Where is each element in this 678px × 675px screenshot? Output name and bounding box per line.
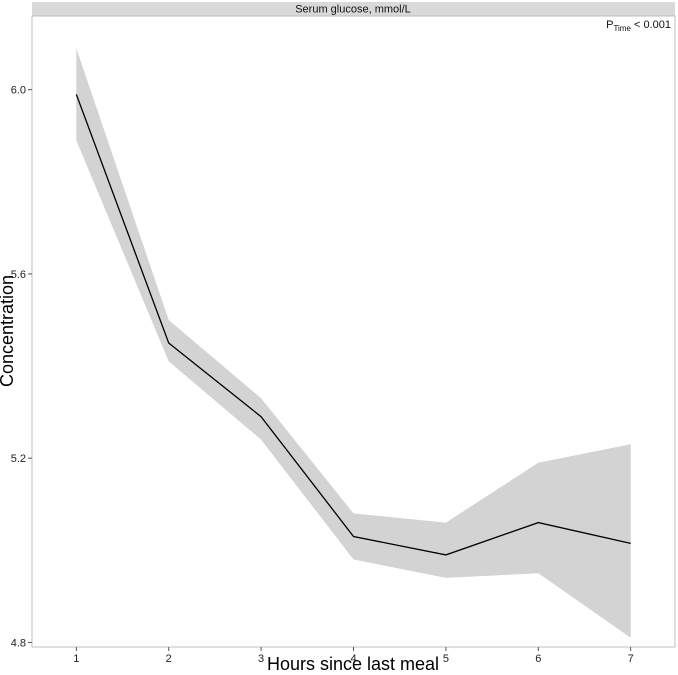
x-tick-label: 2 — [166, 653, 172, 665]
facet-title: Serum glucose, mmol/L — [295, 4, 411, 16]
x-tick-label: 7 — [628, 653, 634, 665]
x-tick-label: 3 — [258, 653, 264, 665]
x-tick-label: 4 — [350, 653, 356, 665]
y-tick-label: 5.2 — [11, 453, 26, 465]
p-value-text: < 0.001 — [631, 19, 671, 31]
x-axis-title: Hours since last meal — [267, 654, 439, 674]
y-tick-label: 4.8 — [11, 637, 26, 649]
x-tick-label: 6 — [535, 653, 541, 665]
x-tick-label: 5 — [443, 653, 449, 665]
series-line — [75, 94, 631, 556]
p-value-symbol: P — [606, 19, 613, 31]
p-value-annotation: PTime < 0.001 — [606, 19, 671, 33]
x-tick-label: 1 — [73, 653, 79, 665]
y-tick-label: 5.6 — [11, 269, 26, 281]
facet-strip — [32, 2, 675, 16]
y-tick-label: 6.0 — [11, 85, 26, 97]
confidence-band — [76, 48, 631, 638]
p-value-subscript: Time — [613, 24, 631, 33]
y-axis-title: Concentration — [0, 275, 17, 387]
